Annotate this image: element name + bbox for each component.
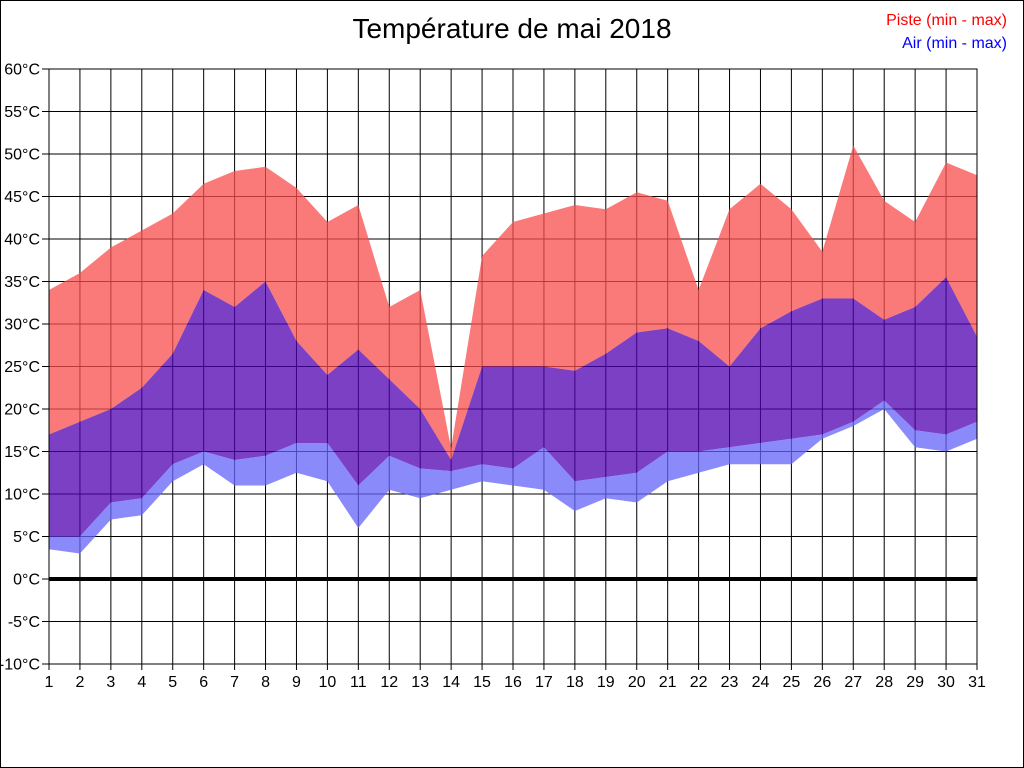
x-tick-label: 29 <box>906 674 924 691</box>
y-tick-label: -5°C <box>8 614 40 631</box>
x-tick-label: 2 <box>75 674 84 691</box>
x-tick-label: 21 <box>659 674 677 691</box>
x-tick-label: 25 <box>783 674 801 691</box>
air-range-area <box>49 400 977 554</box>
x-tick-label: 27 <box>844 674 862 691</box>
x-tick-label: 13 <box>411 674 429 691</box>
x-tick-label: 8 <box>261 674 270 691</box>
y-tick-label: 30°C <box>4 317 40 334</box>
overlap-area <box>49 277 977 537</box>
x-tick-label: 10 <box>319 674 337 691</box>
x-tick-label: 19 <box>597 674 615 691</box>
x-tick-label: 22 <box>690 674 708 691</box>
x-tick-label: 4 <box>137 674 146 691</box>
y-tick-label: 40°C <box>4 232 40 249</box>
y-axis-labels: 60°C 55°C 50°C 45°C 40°C 35°C 30°C 25°C 20°C 15°C… <box>1 62 40 674</box>
page-title: Température de mai 2018 <box>352 13 672 44</box>
y-tick-label: 25°C <box>4 359 40 376</box>
legend-item-piste: Piste (min - max) <box>886 12 1007 29</box>
legend-item-air: Air (min - max) <box>902 35 1007 52</box>
x-tick-label: 17 <box>535 674 553 691</box>
y-tick-label: 15°C <box>4 444 40 461</box>
y-tick-label: 20°C <box>4 402 40 419</box>
x-tick-label: 5 <box>168 674 177 691</box>
chart-legend: Piste (min - max) Air (min - max) <box>886 9 1007 55</box>
x-tick-label: 12 <box>380 674 398 691</box>
x-tick-label: 28 <box>875 674 893 691</box>
y-tick-label: 45°C <box>4 189 40 206</box>
plot-border <box>48 68 978 665</box>
temperature-bands <box>49 145 977 554</box>
x-axis-labels: 1 2 3 4 5 6 7 8 9 10 11 12 13 14 15 16 17 18 19 20 21 22 23 24 2… <box>45 674 986 691</box>
x-tick-label: 20 <box>628 674 646 691</box>
x-tick-label: 15 <box>473 674 491 691</box>
x-tick-label: 9 <box>292 674 301 691</box>
y-tick-label: 60°C <box>4 62 40 79</box>
x-tick-label: 1 <box>45 674 54 691</box>
y-tick-label: 35°C <box>4 274 40 291</box>
x-tick-label: 11 <box>350 674 367 691</box>
y-tick-label: 50°C <box>4 147 40 164</box>
x-tick-label: 18 <box>566 674 584 691</box>
y-tick-label: 10°C <box>4 487 40 504</box>
x-tick-label: 7 <box>230 674 239 691</box>
piste-range-area <box>49 145 977 460</box>
x-tick-label: 16 <box>504 674 522 691</box>
x-tick-label: 26 <box>813 674 831 691</box>
x-tick-label: 23 <box>721 674 739 691</box>
y-tick-label: 0°C <box>13 572 40 589</box>
x-tick-label: 31 <box>968 674 986 691</box>
x-tick-label: 3 <box>106 674 115 691</box>
x-tick-label: 6 <box>199 674 208 691</box>
x-tick-label: 14 <box>442 674 460 691</box>
y-tick-label: 55°C <box>4 104 40 121</box>
y-tick-label: 5°C <box>13 529 40 546</box>
x-tick-label: 24 <box>752 674 770 691</box>
y-tick-label: -10°C <box>1 657 40 674</box>
x-tick-label: 30 <box>937 674 955 691</box>
